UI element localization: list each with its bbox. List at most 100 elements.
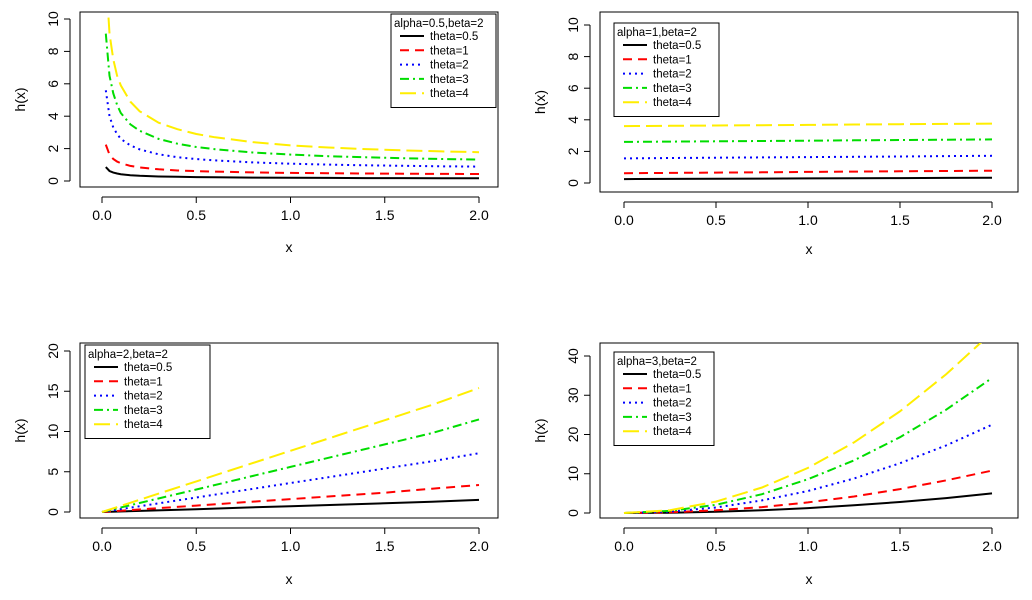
x-tick-label: 1.5 — [890, 212, 910, 228]
plot-frame — [599, 11, 1019, 193]
legend-entry: theta=0.5 — [124, 362, 172, 374]
legend-entry: theta=0.5 — [653, 369, 701, 381]
x-tick-label: 0.0 — [92, 207, 112, 223]
x-tick-label: 1.5 — [890, 538, 910, 554]
legend-box — [613, 22, 720, 117]
series-line-theta-4 — [623, 343, 982, 514]
series-line-theta-2 — [623, 154, 993, 160]
series-line-theta-0-5 — [105, 166, 479, 180]
legend-box — [84, 344, 211, 439]
y-tick-label: 0 — [45, 177, 61, 185]
x-tick-label: 2.0 — [469, 538, 489, 554]
series-line-theta-1 — [623, 169, 993, 175]
y-tick-label: 8 — [565, 52, 581, 60]
legend-entry: theta=1 — [124, 376, 163, 388]
legend-entry: theta=1 — [430, 45, 469, 57]
legend-entry: theta=3 — [653, 83, 692, 95]
y-tick-label: 15 — [45, 383, 61, 399]
y-tick-label: 10 — [45, 11, 61, 27]
y-axis-title: h(x) — [532, 418, 548, 442]
series-line-theta-3 — [104, 33, 480, 161]
legend-entry: theta=4 — [653, 426, 692, 438]
legend-box — [390, 13, 497, 108]
x-tick-label: 1.0 — [281, 207, 301, 223]
legend-entry: theta=2 — [653, 398, 692, 410]
x-tick-label: 1.5 — [375, 538, 395, 554]
x-axis-title: x — [286, 239, 293, 255]
series-line-theta-2 — [104, 90, 480, 168]
series-line-theta-1 — [623, 469, 993, 514]
plot-frame — [79, 11, 499, 188]
x-tick-label: 0.0 — [614, 212, 634, 228]
y-tick-label: 0 — [565, 179, 581, 187]
legend-title: alpha=0.5,beta=2 — [394, 18, 484, 30]
legend-entry: theta=2 — [124, 391, 163, 403]
legend-entry: theta=4 — [124, 419, 163, 431]
chart-panel-3: 0.0 0.5 1.0 1.5 2.0 0 5 10 15 20 x h(x) alpha=2,beta… — [12, 342, 499, 587]
legend-entry: theta=0.5 — [653, 40, 701, 52]
y-axis-title: h(x) — [12, 418, 28, 442]
series-line-theta-1 — [104, 144, 480, 175]
x-tick-label: 1.0 — [281, 538, 301, 554]
y-tick-label: 8 — [45, 47, 61, 55]
x-tick-label: 0.0 — [92, 538, 112, 554]
y-tick-label: 10 — [565, 466, 581, 482]
series-line-theta-3 — [623, 377, 993, 514]
legend-box — [613, 351, 715, 446]
y-tick-label: 6 — [45, 80, 61, 88]
series-line-theta-2 — [101, 452, 480, 513]
x-tick-label: 2.0 — [469, 207, 489, 223]
series-line-theta-0-5 — [101, 498, 480, 513]
x-tick-label: 1.5 — [375, 207, 395, 223]
chart-panel-4: 0.0 0.5 1.0 1.5 2.0 0 10 20 30 40 x h(x) alpha=3,bet… — [532, 342, 1019, 587]
series-line-theta-4 — [101, 387, 480, 513]
y-tick-label: 5 — [45, 468, 61, 476]
x-axis-title: x — [286, 571, 293, 587]
y-tick-label: 2 — [45, 144, 61, 152]
legend-entry: theta=2 — [430, 60, 469, 72]
x-tick-label: 2.0 — [982, 212, 1002, 228]
plot-frame — [599, 342, 1019, 519]
y-tick-label: 10 — [45, 424, 61, 440]
x-tick-label: 1.0 — [798, 212, 818, 228]
legend-entry: theta=1 — [653, 54, 692, 66]
chart-panel-1: 0.0 0.5 1.0 1.5 2.0 0 2 4 6 8 10 x h(x) alpha=0.5,bet… — [12, 11, 499, 255]
y-tick-label: 10 — [565, 17, 581, 33]
y-tick-label: 6 — [565, 84, 581, 92]
legend-entry: theta=3 — [430, 74, 469, 86]
legend-title: alpha=3,beta=2 — [617, 356, 697, 368]
y-axis-title: h(x) — [532, 90, 548, 114]
legend-entry: theta=1 — [653, 383, 692, 395]
legend-title: alpha=1,beta=2 — [617, 27, 697, 39]
x-tick-label: 0.5 — [706, 538, 726, 554]
legend-entry: theta=2 — [653, 69, 692, 81]
y-tick-label: 20 — [565, 427, 581, 443]
x-tick-label: 0.5 — [187, 538, 207, 554]
legend-entry: theta=4 — [430, 88, 469, 100]
x-tick-label: 0.5 — [706, 212, 726, 228]
y-axis-title: h(x) — [12, 87, 28, 111]
series-line-theta-3 — [101, 418, 480, 513]
y-tick-label: 20 — [45, 343, 61, 359]
y-tick-label: 4 — [565, 116, 581, 124]
series-line-theta-0-5 — [623, 176, 993, 181]
y-tick-label: 0 — [45, 508, 61, 516]
x-tick-label: 0.0 — [614, 538, 634, 554]
legend-title: alpha=2,beta=2 — [88, 349, 168, 361]
y-tick-label: 40 — [565, 348, 581, 364]
legend-entry: theta=0.5 — [430, 31, 478, 43]
series-line-theta-1 — [101, 484, 480, 513]
chart-panel-2: 0.0 0.5 1.0 1.5 2.0 0 2 4 6 8 10 x h(x) alpha=1,beta=… — [532, 11, 1019, 257]
x-tick-label: 0.5 — [187, 207, 207, 223]
y-tick-label: 2 — [565, 147, 581, 155]
series-line-theta-4 — [107, 12, 480, 154]
y-tick-label: 30 — [565, 387, 581, 403]
series-line-theta-4 — [623, 122, 993, 128]
legend-entry: theta=3 — [124, 405, 163, 417]
y-tick-label: 0 — [565, 509, 581, 517]
series-line-theta-3 — [623, 138, 993, 143]
